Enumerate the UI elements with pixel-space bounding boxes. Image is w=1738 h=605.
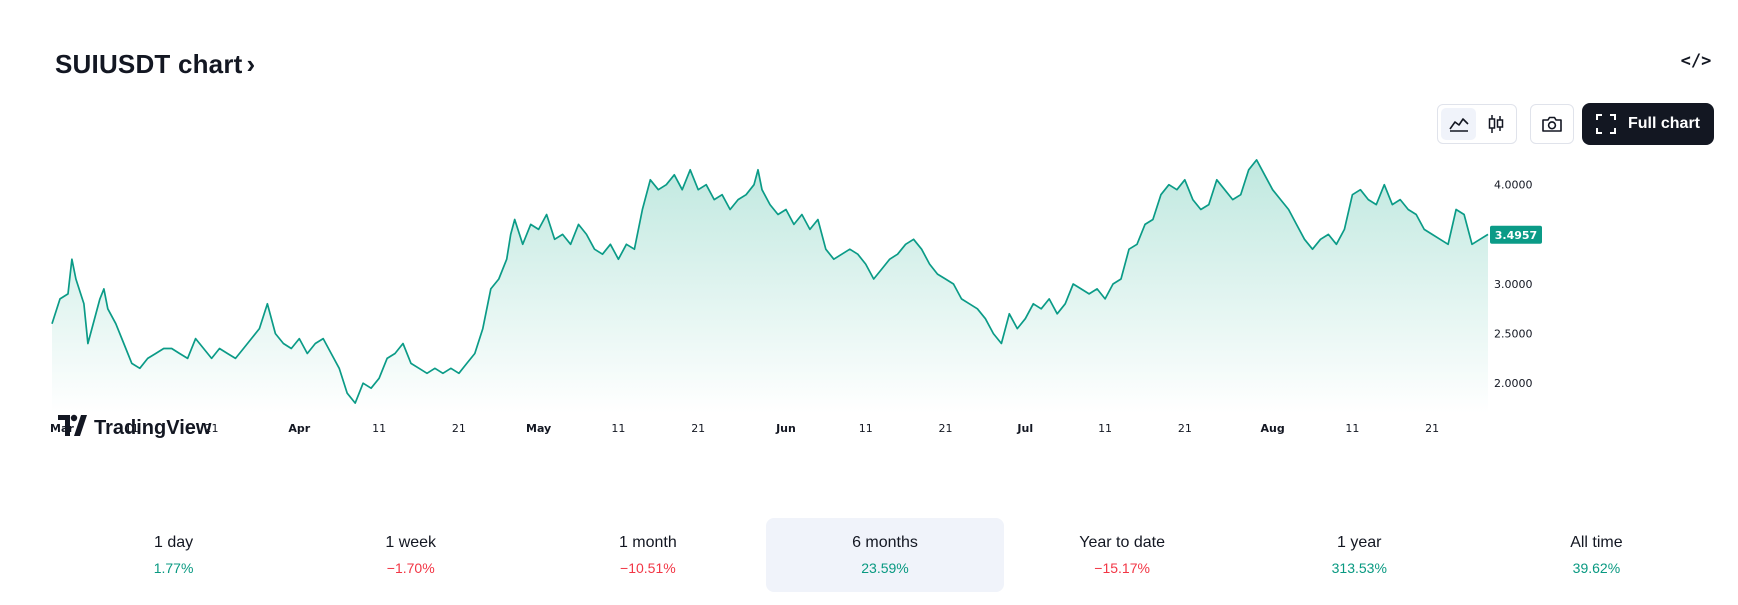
x-tick-label: 11: [125, 422, 139, 435]
period-change: −1.70%: [386, 560, 435, 576]
x-month-label: May: [526, 422, 551, 435]
snapshot-button[interactable]: [1530, 104, 1574, 144]
x-tick-label: 11: [611, 422, 625, 435]
x-axis: Mar 11 21 Apr 11 21 May 11 21 Jun 11 21 Jul 11 21 Aug 11…: [50, 422, 1439, 435]
period-tab[interactable]: Year to date −15.17%: [1004, 518, 1241, 592]
x-tick-label: 21: [939, 422, 953, 435]
period-tab[interactable]: 1 year 313.53%: [1241, 518, 1478, 592]
x-tick-label: 21: [1425, 422, 1439, 435]
x-month-label: Aug: [1260, 422, 1284, 435]
camera-icon: [1542, 116, 1562, 132]
period-change: −10.51%: [620, 560, 676, 576]
last-price-value: 3.4957: [1495, 229, 1537, 242]
x-tick-label: 11: [859, 422, 873, 435]
y-tick-label: 3.0000: [1494, 278, 1533, 291]
x-tick-label: 11: [1098, 422, 1112, 435]
page-title[interactable]: SUIUSDT chart: [55, 48, 243, 79]
x-month-label: Jul: [1016, 422, 1033, 435]
y-tick-label: 2.5000: [1494, 328, 1533, 341]
last-price-badge: 3.4957: [1490, 225, 1542, 244]
candlestick-icon: [1488, 115, 1503, 133]
embed-code-button[interactable]: </>: [1678, 46, 1714, 76]
full-chart-button[interactable]: Full chart: [1582, 103, 1714, 145]
price-series-line: [51, 159, 1489, 404]
period-label: Year to date: [1079, 534, 1165, 551]
period-label: 1 day: [154, 534, 194, 551]
x-month-label: Mar: [50, 422, 74, 435]
period-tab[interactable]: 1 week −1.70%: [292, 518, 529, 592]
x-month-label: Jun: [775, 422, 796, 435]
chart-type-group: [1437, 104, 1517, 144]
area-chart-icon: [1448, 118, 1469, 132]
period-label: All time: [1570, 534, 1623, 551]
chevron-right-icon: ›: [246, 49, 256, 79]
y-tick-label: 4.0000: [1494, 179, 1533, 192]
chart-title-link[interactable]: SUIUSDT chart ›: [55, 44, 255, 84]
period-tab[interactable]: 1 month −10.51%: [529, 518, 766, 592]
x-tick-label: 21: [205, 422, 219, 435]
x-tick-label: 11: [1345, 422, 1359, 435]
period-change: 1.77%: [153, 560, 194, 576]
fullscreen-icon: [1595, 114, 1616, 134]
tradingview-logo: TradingView: [58, 414, 212, 439]
y-tick-label: 2.0000: [1494, 377, 1533, 390]
period-label: 1 week: [385, 534, 437, 551]
period-tab[interactable]: 6 months 23.59%: [766, 518, 1004, 592]
period-tab[interactable]: 1 day 1.77%: [55, 518, 292, 592]
code-icon: </>: [1680, 51, 1712, 71]
period-performance-bar: 1 day 1.77% 1 week −1.70% 1 month −10.51% 6 mo…: [55, 518, 1715, 592]
x-tick-label: 21: [691, 422, 705, 435]
x-tick-label: 11: [372, 422, 386, 435]
area-chart-button[interactable]: [1441, 108, 1476, 140]
candlestick-chart-button[interactable]: [1478, 108, 1513, 140]
tradingview-wordmark: TradingView: [94, 417, 212, 439]
period-change: 39.62%: [1572, 560, 1621, 576]
period-tab[interactable]: All time 39.62%: [1478, 518, 1715, 592]
x-tick-label: 21: [1178, 422, 1192, 435]
full-chart-label: Full chart: [1627, 115, 1700, 132]
price-area-fill: [52, 159, 1488, 413]
period-change: 23.59%: [861, 560, 909, 576]
period-label: 6 months: [852, 534, 918, 551]
period-change: −15.17%: [1094, 560, 1150, 576]
period-change: 313.53%: [1331, 560, 1387, 576]
x-tick-label: 21: [452, 422, 466, 435]
x-month-label: Apr: [288, 422, 310, 435]
last-price-badge-bg: [1490, 225, 1542, 244]
period-label: 1 year: [1337, 534, 1382, 551]
period-label: 1 month: [618, 534, 677, 551]
